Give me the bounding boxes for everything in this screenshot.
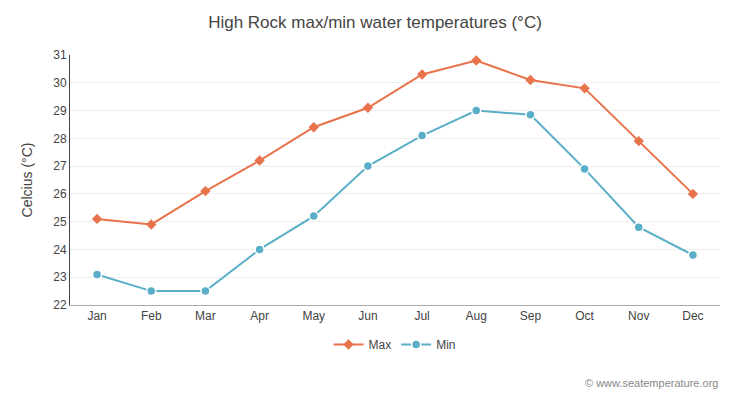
svg-text:Feb: Feb <box>141 309 162 323</box>
svg-text:Jun: Jun <box>358 309 377 323</box>
svg-text:26: 26 <box>53 187 67 201</box>
svg-text:28: 28 <box>53 132 67 146</box>
svg-text:Jul: Jul <box>414 309 429 323</box>
svg-text:22: 22 <box>53 298 67 312</box>
svg-text:24: 24 <box>53 243 67 257</box>
svg-text:30: 30 <box>53 76 67 90</box>
svg-text:Min: Min <box>436 338 455 352</box>
svg-text:High Rock max/min water temper: High Rock max/min water temperatures (°C… <box>208 13 542 32</box>
svg-text:31: 31 <box>53 48 67 62</box>
svg-text:Jan: Jan <box>87 309 106 323</box>
svg-text:Oct: Oct <box>575 309 594 323</box>
svg-text:Celcius (°C): Celcius (°C) <box>19 143 35 218</box>
svg-text:Aug: Aug <box>466 309 487 323</box>
svg-text:Sep: Sep <box>520 309 542 323</box>
svg-text:May: May <box>302 309 325 323</box>
svg-text:27: 27 <box>53 159 67 173</box>
svg-text:Apr: Apr <box>250 309 269 323</box>
svg-text:Mar: Mar <box>195 309 216 323</box>
svg-text:© www.seatemperature.org: © www.seatemperature.org <box>585 377 718 389</box>
svg-text:Max: Max <box>369 338 392 352</box>
svg-text:25: 25 <box>53 215 67 229</box>
svg-text:Dec: Dec <box>682 309 703 323</box>
svg-text:Nov: Nov <box>628 309 649 323</box>
svg-text:29: 29 <box>53 104 67 118</box>
svg-text:23: 23 <box>53 270 67 284</box>
